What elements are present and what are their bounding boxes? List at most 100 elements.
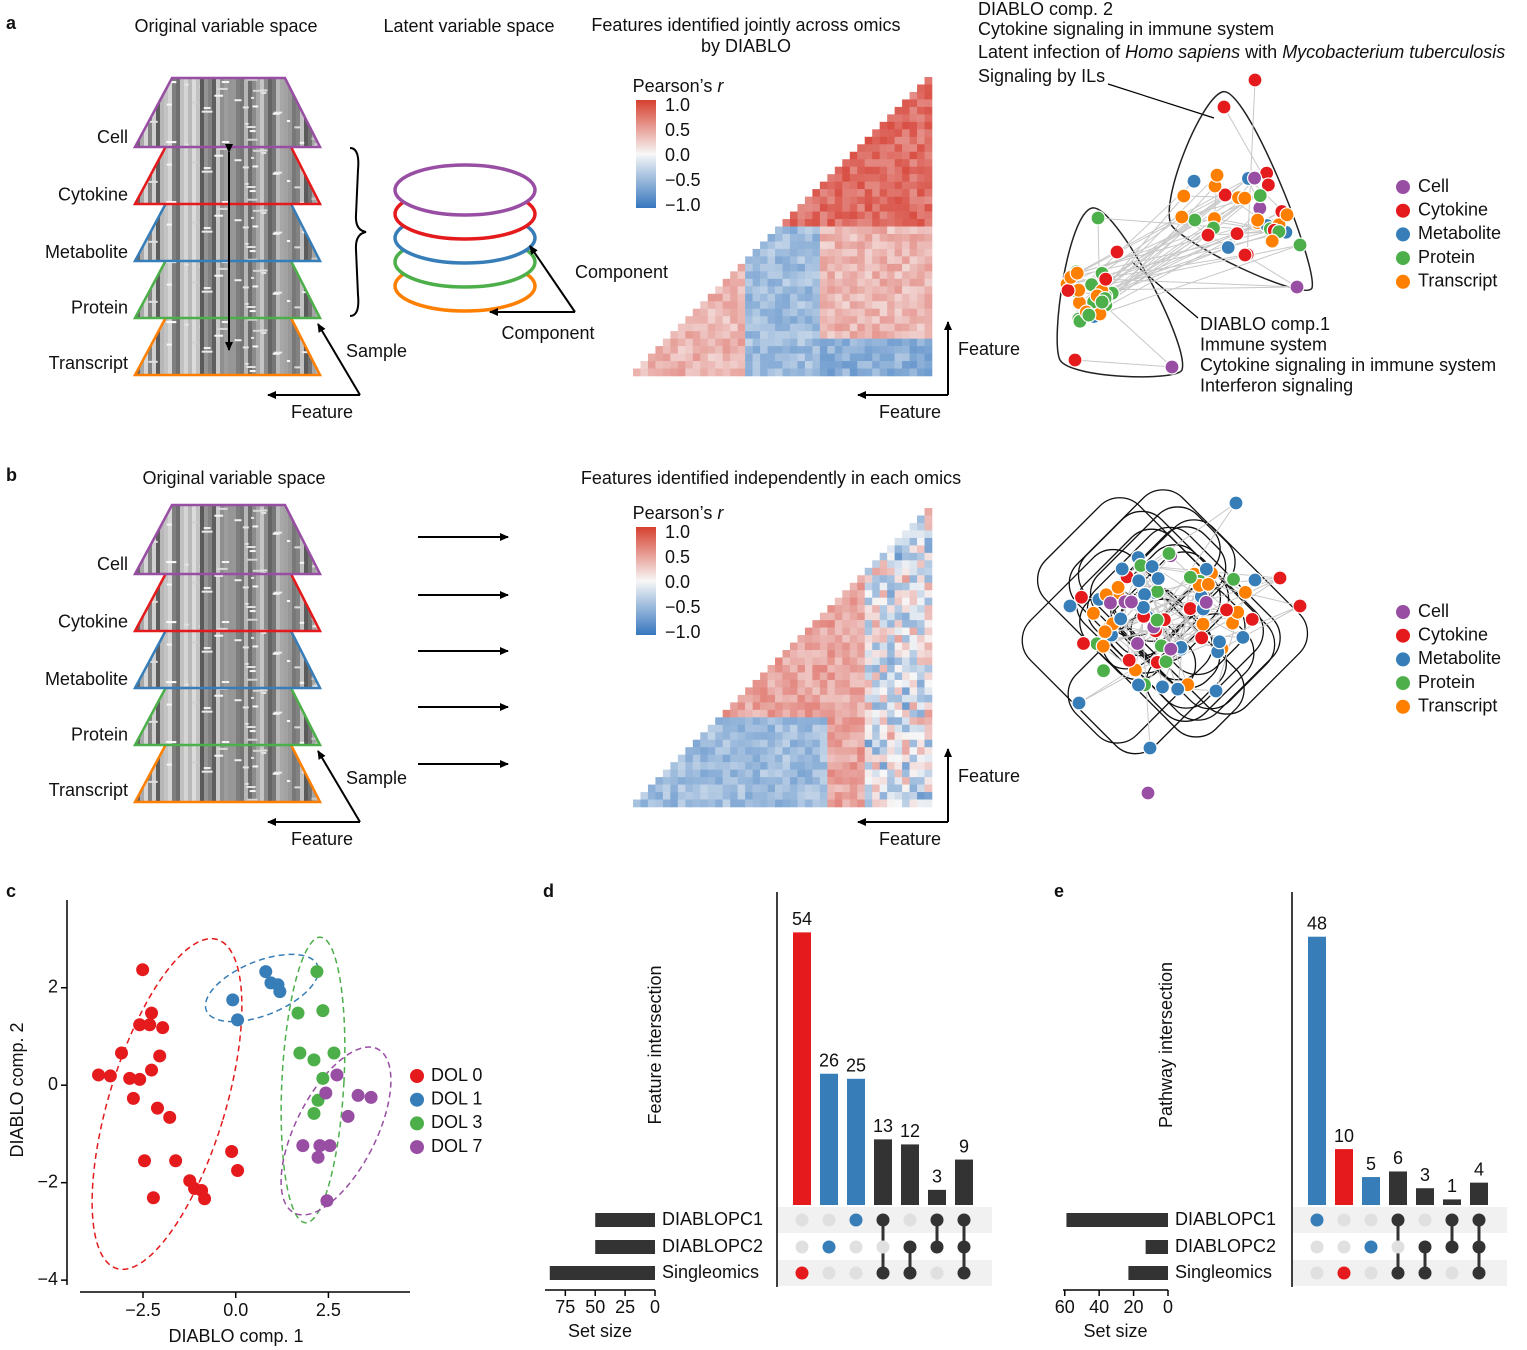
heatmap-cell	[894, 582, 903, 591]
heatmap-cell	[857, 301, 866, 310]
heatmap-cell	[767, 308, 776, 317]
heatmap-cell	[857, 777, 866, 785]
heatmap-cell	[917, 204, 925, 212]
heatmap-cell	[924, 537, 933, 546]
network-node	[1209, 167, 1225, 183]
heatmap-cell	[872, 204, 880, 212]
heatmap-cell	[909, 530, 918, 539]
heatmap-cell	[872, 777, 880, 785]
heatmap-cell	[879, 189, 888, 197]
heatmap-cell	[707, 739, 716, 748]
heatmap-cell	[894, 323, 903, 332]
heatmap-cell	[834, 204, 843, 212]
heatmap-cell	[760, 702, 768, 711]
heatmap-cell	[864, 308, 873, 317]
legend-label: DOL 7	[431, 1136, 482, 1156]
heatmap-cell	[887, 361, 895, 369]
heatmap-cell	[685, 331, 694, 339]
heatmap-cell	[857, 368, 866, 377]
heatmap-cell	[782, 346, 791, 354]
heatmap-cell	[707, 353, 716, 362]
heatmap-cell	[917, 308, 925, 317]
heatmap-cell	[894, 159, 903, 167]
heatmap-cell	[864, 784, 873, 793]
heatmap-cell	[864, 204, 873, 212]
heatmap-cell	[902, 724, 910, 733]
heatmap-cell	[797, 754, 806, 763]
legend-label: Transcript	[1418, 271, 1497, 291]
heatmap-cell	[902, 338, 910, 347]
heatmap-cell	[864, 144, 873, 153]
heatmap-cell	[849, 151, 858, 160]
heatmap-cell	[894, 777, 903, 785]
heatmap-cell	[864, 278, 873, 287]
heatmap-cell	[864, 642, 873, 651]
heatmap-cell	[909, 672, 918, 681]
heatmap-cell	[789, 241, 798, 250]
heatmap-cell	[722, 754, 731, 763]
heatmap-cell	[909, 241, 918, 250]
heatmap-cell	[730, 762, 738, 770]
heatmap-cell	[692, 323, 701, 332]
heatmap-cell	[804, 709, 813, 718]
network-node	[1170, 681, 1186, 697]
axis-label: Sample	[346, 341, 407, 361]
heatmap-cell	[707, 784, 716, 793]
heatmap-cell	[722, 762, 731, 770]
heatmap-cell	[902, 769, 910, 778]
heatmap-cell	[842, 181, 851, 190]
legend-label: Protein	[1418, 247, 1475, 267]
heatmap-cell	[864, 605, 873, 613]
heatmap-cell	[797, 301, 806, 310]
heatmap-cell	[775, 739, 783, 748]
heatmap-cell	[924, 552, 933, 561]
network-node	[1195, 616, 1211, 632]
panel-letter: c	[6, 881, 16, 901]
heatmap-cell	[842, 316, 851, 324]
heatmap-cell	[819, 777, 828, 785]
heatmap-cell	[782, 301, 791, 310]
heatmap-cell	[857, 361, 866, 369]
annotation: Latent infection of Homo sapiens with My…	[978, 42, 1505, 62]
heatmap-cell	[797, 293, 806, 302]
heatmap-cell	[857, 189, 866, 197]
heatmap-cell	[894, 739, 903, 748]
heatmap-cell	[879, 196, 888, 205]
heatmap-cell	[872, 694, 880, 703]
heatmap-cell	[917, 361, 925, 369]
panel-title: by DIABLO	[701, 36, 791, 56]
heatmap-cell	[789, 739, 798, 748]
heatmap-cell	[842, 301, 851, 310]
heatmap-cell	[700, 792, 709, 800]
heatmap-cell	[834, 248, 843, 257]
heatmap-cell	[730, 308, 738, 317]
membership-dot	[1310, 1266, 1324, 1280]
heatmap-cell	[782, 724, 791, 733]
heatmap-cell	[864, 575, 873, 584]
heatmap-cell	[812, 620, 821, 628]
heatmap-cell	[842, 635, 851, 643]
heatmap-cell	[894, 233, 903, 242]
membership-dot	[1391, 1266, 1405, 1280]
heatmap-cell	[857, 627, 866, 636]
heatmap-cell	[789, 724, 798, 733]
heatmap-cell	[917, 642, 925, 651]
heatmap-cell	[879, 642, 888, 651]
heatmap-cell	[894, 657, 903, 666]
heatmap-cell	[797, 338, 806, 347]
heatmap-cell	[924, 248, 933, 257]
heatmap-cell	[872, 323, 880, 332]
heatmap-cell	[902, 702, 910, 711]
heatmap-cell	[730, 769, 738, 778]
brace	[349, 147, 367, 317]
set-label: DIABLOPC2	[662, 1236, 763, 1256]
heatmap-cell	[789, 717, 798, 726]
heatmap-cell	[857, 233, 866, 242]
heatmap-cell	[834, 799, 843, 808]
legend-swatch	[410, 1140, 424, 1155]
heatmap-cell	[775, 286, 783, 295]
heatmap-cell	[760, 301, 768, 310]
heatmap-cell	[872, 278, 880, 287]
heatmap-cell	[879, 323, 888, 332]
heatmap-cell	[782, 353, 791, 362]
